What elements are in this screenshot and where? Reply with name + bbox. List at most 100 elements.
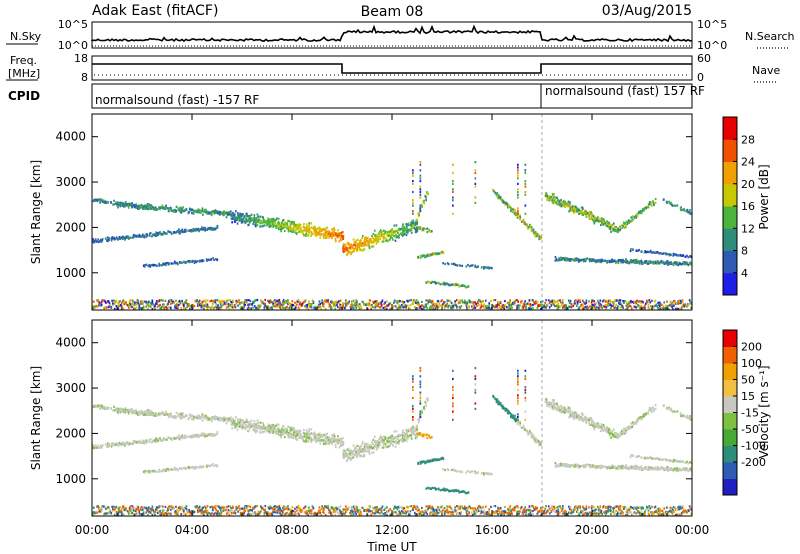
power-cell [400,306,403,309]
power-cell [465,305,468,308]
power-cell [235,302,238,305]
power-cell [317,306,320,309]
power-cell [502,199,505,202]
power-cell [419,210,422,213]
power-cell [550,300,553,303]
power-cell [238,216,240,219]
velocity-cell [250,423,253,426]
power-cell [569,208,572,211]
power-cell [612,301,615,304]
power-cell [355,299,358,302]
power-cell [206,303,209,306]
power-cell [289,226,292,229]
power-cell [339,303,342,307]
power-cell [325,227,327,230]
power-cell [654,299,657,302]
power-cell [159,208,161,211]
power-cell [346,302,349,305]
power-cell [580,258,583,261]
power-cell [490,299,492,302]
power-cell [151,235,153,238]
power-cell [335,234,337,237]
power-cell [592,214,595,217]
velocity-cell [236,428,239,431]
power-cell [561,200,563,204]
power-cell [527,227,529,230]
power-cell [596,306,598,309]
velocity-cell [238,419,241,422]
power-cell [398,304,400,307]
power-cell [622,221,625,224]
power-cell [180,261,183,264]
power-cell [570,303,573,306]
power-cell [161,206,163,210]
power-cell [180,230,182,233]
power-cell [92,300,95,303]
velocity-cell [238,425,241,428]
velocity-cell [155,438,157,441]
power-cell [459,306,462,309]
power-cell [446,262,449,265]
power-cell [602,259,604,262]
power-cell [611,227,614,230]
power-cell [431,304,434,307]
power-cell [421,204,423,207]
power-cell [137,302,140,305]
power-cell [614,259,616,262]
velocity-cell [170,413,172,416]
velocity-cell [136,411,139,414]
velocity-cell [331,434,333,437]
power-cell [563,200,565,203]
velocity-cell [93,447,96,450]
power-cell [631,218,634,221]
power-cell [206,228,208,231]
power-cell [586,212,589,215]
velocity-cell [115,443,117,446]
velocity-cell [181,413,183,416]
power-cell [162,299,164,302]
power-cell [124,205,127,208]
power-cell [686,305,688,308]
power-cell [330,234,332,238]
power-cell [576,259,578,262]
velocity-cell [198,417,201,420]
power-cell [174,306,176,309]
power-cell [520,220,523,223]
power-cell [107,201,109,204]
power-cell [426,231,429,234]
power-cell [687,263,690,267]
power-cell [575,206,577,209]
power-cell [433,304,435,307]
power-cell [533,232,535,235]
velocity-cell [146,413,148,416]
power-cell [166,207,169,210]
velocity-cell [100,404,103,407]
power-cell [507,206,509,209]
power-cell [568,259,571,262]
power-cell [306,306,309,309]
power-cell [298,307,301,310]
power-cell [281,222,283,225]
velocity-cell [201,413,204,416]
power-cell [148,305,150,308]
velocity-cell [214,434,217,437]
power-cell [272,220,275,223]
power-cell [306,226,309,229]
power-cell [256,216,259,219]
cpid-panel: CPID normalsound (fast) -157 RF normalso… [8,83,705,109]
power-cell [243,215,246,218]
power-cell [615,227,617,230]
power-cell [571,209,573,213]
velocity-cell [121,410,124,413]
velocity-cell [138,441,140,444]
velocity-cell [270,431,272,434]
power-cell [497,196,500,199]
power-cell [565,304,568,307]
power-cell [562,257,564,260]
power-cell [582,307,584,310]
power-cell [588,214,591,217]
power-cell [451,305,454,308]
power-cell [167,210,170,213]
velocity-cell [268,430,271,433]
power-cell [585,299,588,302]
